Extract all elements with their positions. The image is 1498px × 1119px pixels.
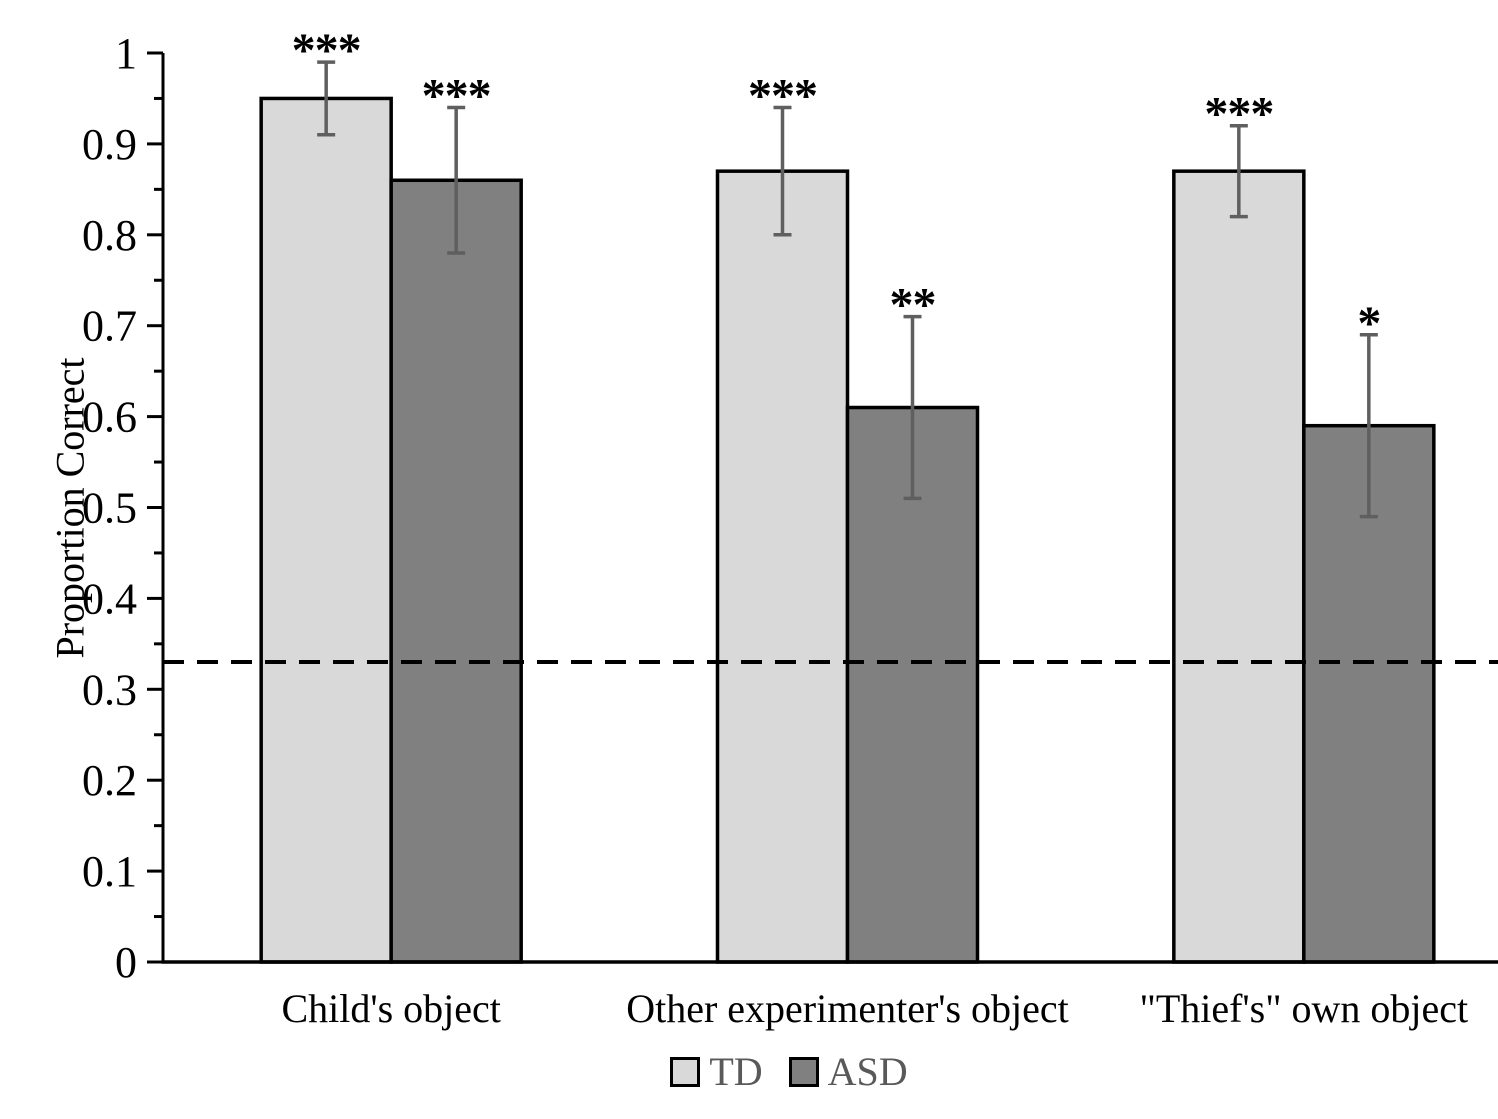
bar-asd-group1 [389,178,523,964]
significance-marker-asd-group3: * [1357,297,1380,350]
legend-swatch-asd [788,1056,819,1087]
y-tick-label: 0 [115,938,137,987]
legend-swatch-td [670,1056,701,1087]
bar-td-group1 [259,96,393,964]
y-tick-label: 0.5 [82,484,137,533]
bar-chart-figure: Proportion Correct 0 0.1 0.2 0.3 0.4 0.5 0.6 0.… [40,16,1498,1103]
x-category-label: Other experimenter's object [626,986,1069,1031]
bar-td-group2 [715,169,850,964]
legend-label-asd: ASD [827,1049,908,1094]
significance-marker-asd-group2: ** [890,279,936,332]
y-tick-label: 1 [115,29,137,78]
x-category-label: "Thief's" own object [1139,986,1468,1031]
y-tick-label: 0.1 [82,847,137,896]
legend-label-td: TD [709,1049,763,1094]
bar-td-group3 [1172,169,1306,964]
bar-asd-group2 [845,405,980,964]
legend-item-asd: ASD [788,1048,908,1095]
significance-marker-td-group2: *** [748,70,817,123]
y-tick-label: 0.6 [82,393,137,442]
y-tick-label: 0.4 [82,574,137,623]
y-tick-label: 0.8 [82,211,137,260]
y-tick-label: 0.3 [82,665,137,714]
y-tick-label: 0.7 [82,302,137,351]
y-tick-label: 0.9 [82,120,137,169]
significance-marker-asd-group1: *** [422,70,491,123]
chart-legend: TD ASD [40,1048,1498,1095]
legend-item-td: TD [670,1048,763,1095]
significance-marker-td-group1: *** [292,24,361,77]
y-tick-label: 0.2 [82,756,137,805]
x-category-label: Child's object [281,986,500,1031]
chart-plot-area: 00.10.20.30.40.50.60.70.80.91 ****** *****… [82,24,1498,1031]
significance-marker-td-group3: *** [1204,88,1273,141]
